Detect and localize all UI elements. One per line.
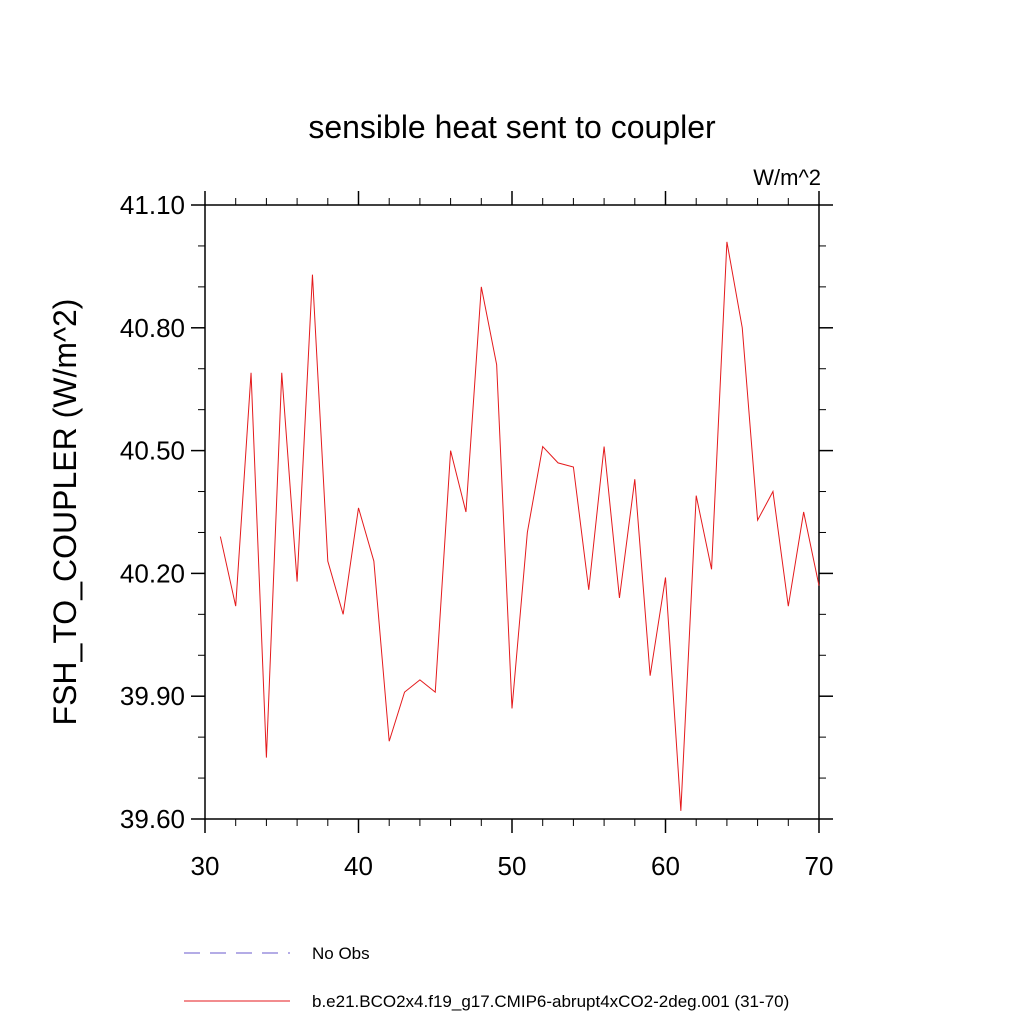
plot-frame <box>204 204 820 820</box>
axis-tick-labels: 30 40 50 60 70 39.60 39.90 40.20 40.50 40.80 41.10 <box>120 190 834 881</box>
x-tick-label: 60 <box>651 851 680 881</box>
x-tick-label: 40 <box>344 851 373 881</box>
x-tick-label: 30 <box>191 851 220 881</box>
plot-area: 30 40 50 60 70 39.60 39.90 40.20 40.50 40.80 41.10 <box>120 190 834 881</box>
legend: No Obs b.e21.BCO2x4.f19_g17.CMIP6-abrupt… <box>184 944 789 1011</box>
y-tick-label: 39.60 <box>120 804 185 834</box>
axis-ticks <box>191 191 833 833</box>
y-tick-label: 40.20 <box>120 558 185 588</box>
x-tick-label: 50 <box>498 851 527 881</box>
x-tick-label: 70 <box>805 851 834 881</box>
y-tick-label: 41.10 <box>120 190 185 220</box>
chart-title: sensible heat sent to coupler <box>308 109 716 145</box>
series-points <box>219 240 821 812</box>
legend-label-no-obs: No Obs <box>312 944 370 963</box>
units-label: W/m^2 <box>753 165 821 190</box>
y-tick-label: 39.90 <box>120 681 185 711</box>
y-tick-label: 40.80 <box>120 313 185 343</box>
y-axis-label: FSH_TO_COUPLER (W/m^2) <box>47 299 83 726</box>
series-line <box>219 241 820 811</box>
legend-label-series: b.e21.BCO2x4.f19_g17.CMIP6-abrupt4xCO2-2… <box>312 992 789 1011</box>
y-tick-label: 40.50 <box>120 436 185 466</box>
